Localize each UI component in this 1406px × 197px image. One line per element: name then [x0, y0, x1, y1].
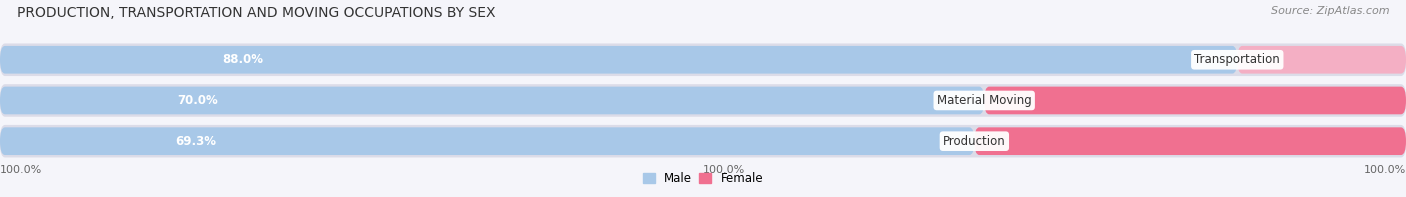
FancyBboxPatch shape [0, 127, 974, 155]
FancyBboxPatch shape [0, 44, 1406, 76]
Text: Production: Production [943, 135, 1005, 148]
Legend: Male, Female: Male, Female [638, 167, 768, 190]
FancyBboxPatch shape [0, 87, 984, 114]
Text: 100.0%: 100.0% [0, 165, 42, 175]
Text: Source: ZipAtlas.com: Source: ZipAtlas.com [1271, 6, 1389, 16]
Text: Transportation: Transportation [1195, 53, 1279, 66]
FancyBboxPatch shape [0, 46, 1237, 74]
FancyBboxPatch shape [0, 125, 1406, 157]
Text: 70.0%: 70.0% [177, 94, 218, 107]
Text: 88.0%: 88.0% [222, 53, 264, 66]
FancyBboxPatch shape [1237, 46, 1406, 74]
FancyBboxPatch shape [0, 84, 1406, 117]
Text: 100.0%: 100.0% [703, 165, 745, 175]
Text: PRODUCTION, TRANSPORTATION AND MOVING OCCUPATIONS BY SEX: PRODUCTION, TRANSPORTATION AND MOVING OC… [17, 6, 495, 20]
FancyBboxPatch shape [974, 127, 1406, 155]
Text: 69.3%: 69.3% [176, 135, 217, 148]
Text: 100.0%: 100.0% [1364, 165, 1406, 175]
FancyBboxPatch shape [984, 87, 1406, 114]
Text: Material Moving: Material Moving [936, 94, 1032, 107]
